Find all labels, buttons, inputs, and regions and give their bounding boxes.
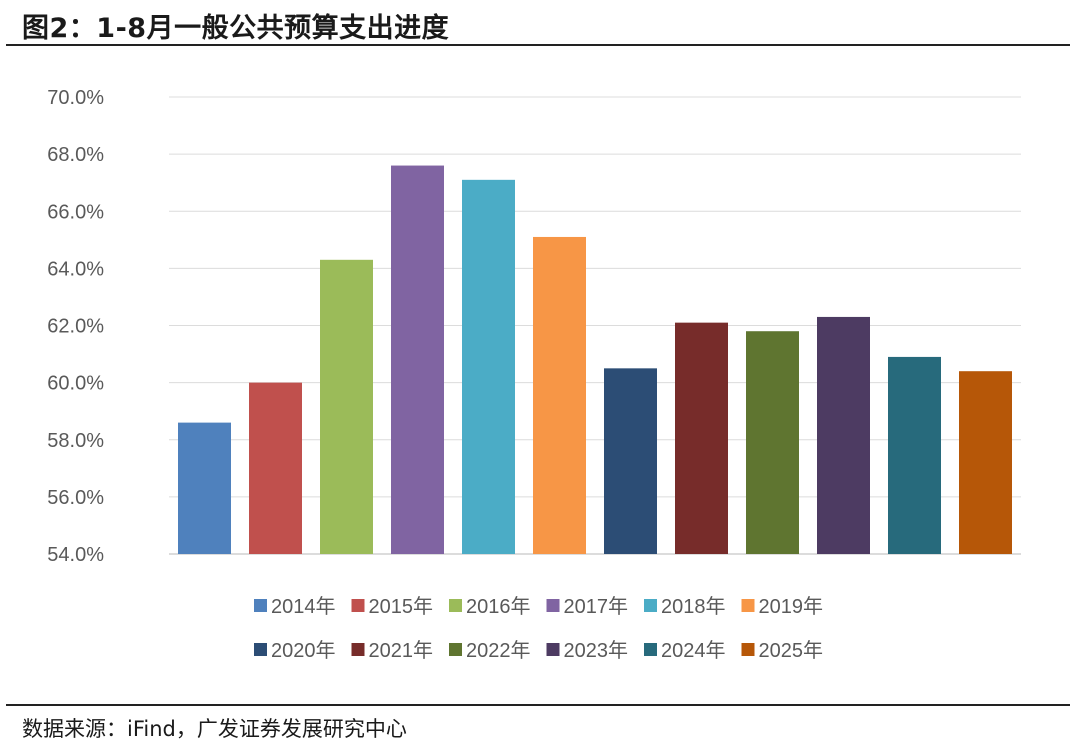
chart-panel: 54.0% 56.0% 58.0% 60.0% 62.0% 64.0% 66.0% 68.0%… <box>6 54 1070 684</box>
legend-label: 2016年 <box>466 595 531 618</box>
y-tick-label: 62.0% <box>47 316 104 338</box>
legend-label: 2020年 <box>271 639 336 662</box>
legend: 2014年 2015年 2016年 2017年 2018年 2019年 2020年 2021年… <box>254 595 823 662</box>
legend-item: 2025年 <box>741 639 824 662</box>
y-axis-tick-labels: 54.0% 56.0% 58.0% 60.0% 62.0% 64.0% 66.0% 68.0%… <box>47 87 104 566</box>
y-tick-label: 66.0% <box>47 201 104 223</box>
bar-2014 <box>178 422 231 554</box>
bar-2025 <box>959 371 1012 554</box>
legend-label: 2019年 <box>759 595 824 618</box>
y-tick-label: 54.0% <box>47 544 104 566</box>
legend-label: 2018年 <box>661 595 726 618</box>
bar-2019 <box>533 236 586 555</box>
legend-label: 2014年 <box>271 595 336 618</box>
bar-2017 <box>391 165 444 555</box>
y-tick-label: 64.0% <box>47 258 104 280</box>
legend-swatch <box>449 599 462 612</box>
legend-label: 2015年 <box>369 595 434 618</box>
y-tick-label: 56.0% <box>47 487 104 509</box>
legend-swatch <box>644 643 657 656</box>
legend-item: 2022年 <box>449 639 531 662</box>
legend-label: 2025年 <box>759 639 824 662</box>
legend-swatch <box>254 643 267 656</box>
legend-swatch <box>351 643 365 656</box>
y-tick-label: 60.0% <box>47 373 104 395</box>
legend-swatch <box>644 599 657 612</box>
legend-item: 2024年 <box>644 639 726 662</box>
legend-swatch <box>741 643 755 656</box>
bar-chart: 54.0% 56.0% 58.0% 60.0% 62.0% 64.0% 66.0% 68.0%… <box>47 87 1021 662</box>
legend-item: 2020年 <box>254 639 336 662</box>
legend-label: 2017年 <box>564 595 629 618</box>
legend-label: 2023年 <box>564 639 629 662</box>
legend-swatch <box>351 599 365 612</box>
bar-2024 <box>888 356 941 554</box>
bars <box>178 165 1012 555</box>
legend-item: 2023年 <box>546 639 629 662</box>
legend-swatch <box>254 599 267 612</box>
legend-item: 2016年 <box>449 595 531 618</box>
source-note: 数据来源：iFind，广发证券发展研究中心 <box>22 717 407 741</box>
y-tick-label: 68.0% <box>47 144 104 166</box>
legend-item: 2014年 <box>254 595 336 618</box>
y-tick-label: 70.0% <box>47 87 104 109</box>
gridlines <box>169 96 1021 555</box>
bar-2020 <box>604 368 657 554</box>
legend-swatch <box>449 643 462 656</box>
source-divider <box>6 704 1070 706</box>
legend-swatch <box>546 599 560 612</box>
figure-title: 图2：1-8月一般公共预算支出进度 <box>22 13 450 44</box>
legend-item: 2017年 <box>546 595 629 618</box>
bar-2018 <box>462 179 515 555</box>
bar-2021 <box>675 322 728 554</box>
legend-swatch <box>546 643 560 656</box>
legend-item: 2019年 <box>741 595 824 618</box>
legend-item: 2021年 <box>351 639 434 662</box>
legend-item: 2018年 <box>644 595 726 618</box>
bar-2016 <box>320 259 373 554</box>
legend-item: 2015年 <box>351 595 434 618</box>
bar-2023 <box>817 316 870 554</box>
bar-2022 <box>746 331 799 554</box>
legend-swatch <box>741 599 755 612</box>
title-divider <box>6 44 1070 46</box>
legend-label: 2022年 <box>466 639 531 662</box>
bar-2015 <box>249 382 302 554</box>
legend-label: 2021年 <box>369 639 434 662</box>
y-tick-label: 58.0% <box>47 430 104 452</box>
legend-label: 2024年 <box>661 639 726 662</box>
